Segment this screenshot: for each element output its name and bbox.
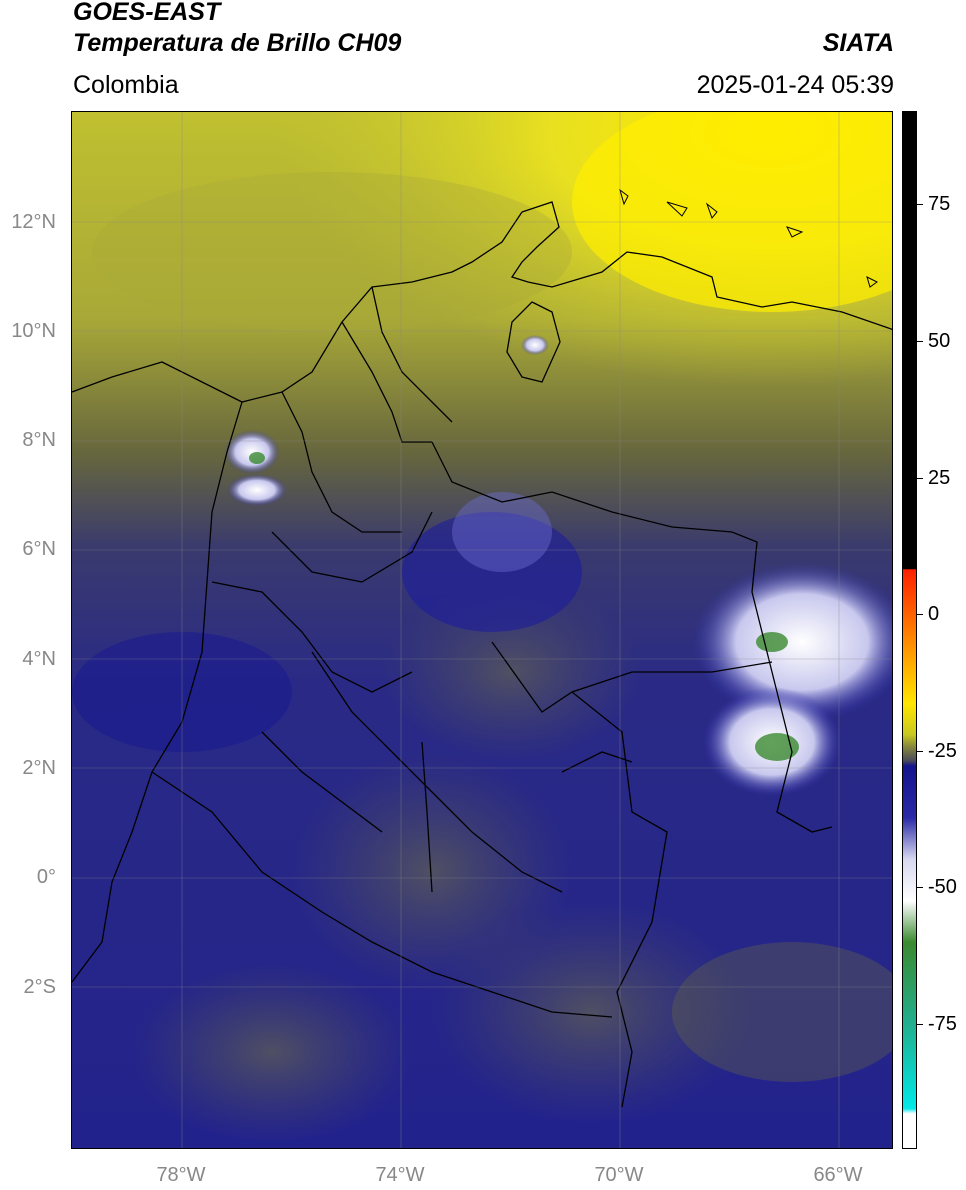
product-title: Temperatura de Brillo CH09 <box>73 29 402 57</box>
organization-label: SIATA <box>822 29 894 57</box>
lat-tick-label: 2°S <box>23 976 56 998</box>
colorbar-tick-label: 50 <box>928 330 951 352</box>
colorbar-tick <box>917 1024 923 1025</box>
region-label: Colombia <box>73 71 179 99</box>
colorbar-tick <box>917 478 923 479</box>
timestamp-label: 2025-01-24 05:39 <box>696 71 894 99</box>
colorbar-tick-label: -75 <box>928 1013 957 1035</box>
lat-tick-label: 8°N <box>22 429 56 451</box>
lat-tick-label: 4°N <box>22 648 56 670</box>
lon-tick-label: 74°W <box>375 1164 425 1186</box>
colorbar-tick <box>917 614 923 615</box>
colorbar-tick-label: -50 <box>928 876 957 898</box>
colorbar-tick <box>917 341 923 342</box>
colorbar <box>902 111 917 1149</box>
satellite-title: GOES-EAST <box>73 0 221 26</box>
colorbar-tick-label: 75 <box>928 193 951 215</box>
colorbar-gradient <box>903 112 916 1148</box>
colorbar-tick <box>917 887 923 888</box>
lat-tick-label: 6°N <box>22 538 56 560</box>
lon-tick-label: 70°W <box>594 1164 644 1186</box>
colorbar-tick-label: -25 <box>928 740 957 762</box>
lat-tick-label: 10°N <box>11 320 56 342</box>
colorbar-tick-label: 0 <box>928 603 940 625</box>
colorbar-tick <box>917 751 923 752</box>
colorbar-tick-label: 25 <box>928 467 951 489</box>
lat-tick-label: 0° <box>36 866 56 888</box>
lat-tick-label: 12°N <box>11 211 56 233</box>
satellite-map <box>71 111 893 1149</box>
lat-tick-label: 2°N <box>22 757 56 779</box>
lon-tick-label: 66°W <box>813 1164 863 1186</box>
colorbar-tick <box>917 204 923 205</box>
map-image <box>72 112 892 1148</box>
lon-tick-label: 78°W <box>156 1164 206 1186</box>
